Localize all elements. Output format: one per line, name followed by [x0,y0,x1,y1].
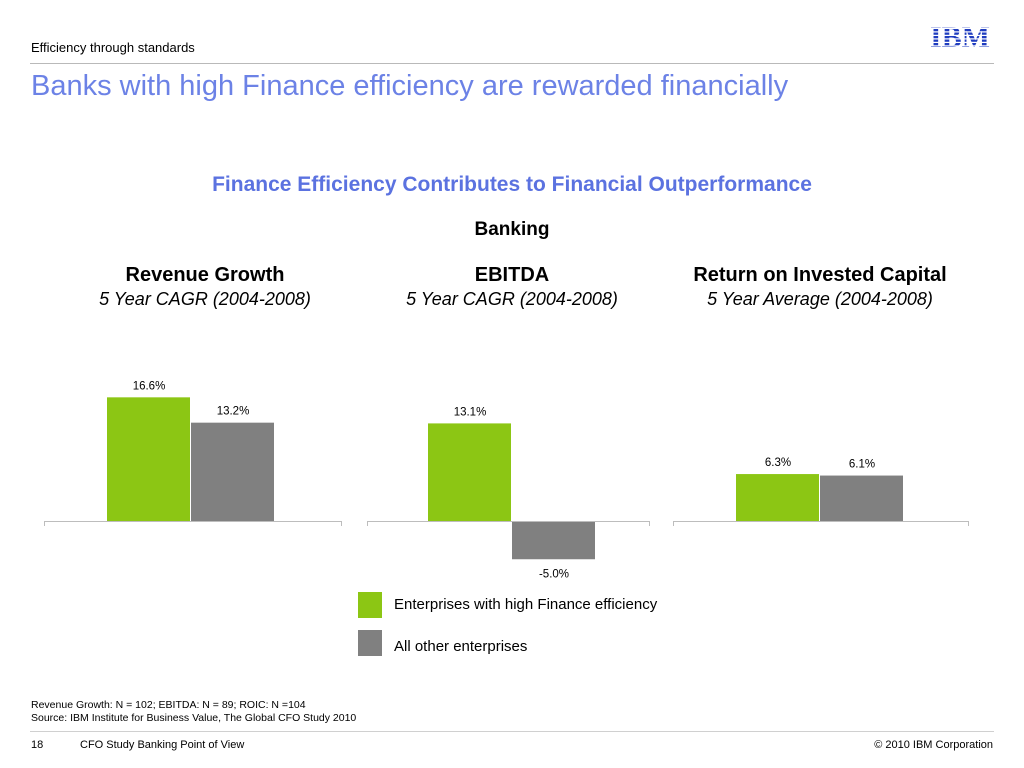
bar-ebitda-high-efficiency [428,423,511,521]
header-divider [30,63,994,64]
footnote-sample-sizes: Revenue Growth: N = 102; EBITDA: N = 89;… [31,699,306,711]
legend-label-other: All other enterprises [394,638,528,655]
panel-title-roic: Return on Invested Capital [693,264,947,286]
page-number: 18 [31,739,44,751]
ibm-logo: IBM [930,22,990,50]
panel-title-ebitda: EBITDA [474,264,550,286]
bar-ebitda-other [512,522,595,560]
legend-label-high: Enterprises with high Finance efficiency [394,596,658,613]
bar-charts: 16.6% 13.2% 13.1% -5.0% 6.3% 6.1% [44,380,969,580]
panel-subtitle-roic: 5 Year Average (2004-2008) [707,289,933,309]
copyright: © 2010 IBM Corporation [874,739,993,751]
ibm-logo-text: IBM [930,22,990,50]
legend-swatch-high [358,592,382,618]
chart-title: Finance Efficiency Contributes to Financ… [212,173,812,196]
footer-text: CFO Study Banking Point of View [80,739,245,751]
bar-roic-other [820,475,903,521]
data-label-roic-high-efficiency: 6.3% [765,457,791,469]
data-label-ebitda-high-efficiency: 13.1% [454,406,487,418]
bar-roic-high-efficiency [736,474,819,521]
panel-header-roic: Return on Invested Capital 5 Year Averag… [660,263,980,311]
panel-title-revenue: Revenue Growth [125,264,285,286]
data-label-revenue-high-efficiency: 16.6% [133,380,166,392]
panel-subtitle-ebitda: 5 Year CAGR (2004-2008) [406,289,618,309]
footnote-source: Source: IBM Institute for Business Value… [31,712,357,724]
footer-divider [30,731,994,732]
panel-header-ebitda: EBITDA 5 Year CAGR (2004-2008) [352,263,672,311]
panel-subtitle-revenue: 5 Year CAGR (2004-2008) [99,289,311,309]
legend-swatch-other [358,630,382,656]
footnote: Revenue Growth: N = 102; EBITDA: N = 89;… [31,699,356,725]
data-label-revenue-other: 13.2% [217,406,250,418]
header-subtitle: Efficiency through standards [31,40,195,55]
data-label-ebitda-other: -5.0% [539,568,569,580]
chart-subtitle: Banking [474,219,550,240]
bar-revenue-high-efficiency [107,397,190,521]
panel-header-revenue: Revenue Growth 5 Year CAGR (2004-2008) [45,263,365,311]
data-label-roic-other: 6.1% [849,459,875,471]
bar-revenue-other [191,422,274,521]
page-title: Banks with high Finance efficiency are r… [31,70,789,102]
